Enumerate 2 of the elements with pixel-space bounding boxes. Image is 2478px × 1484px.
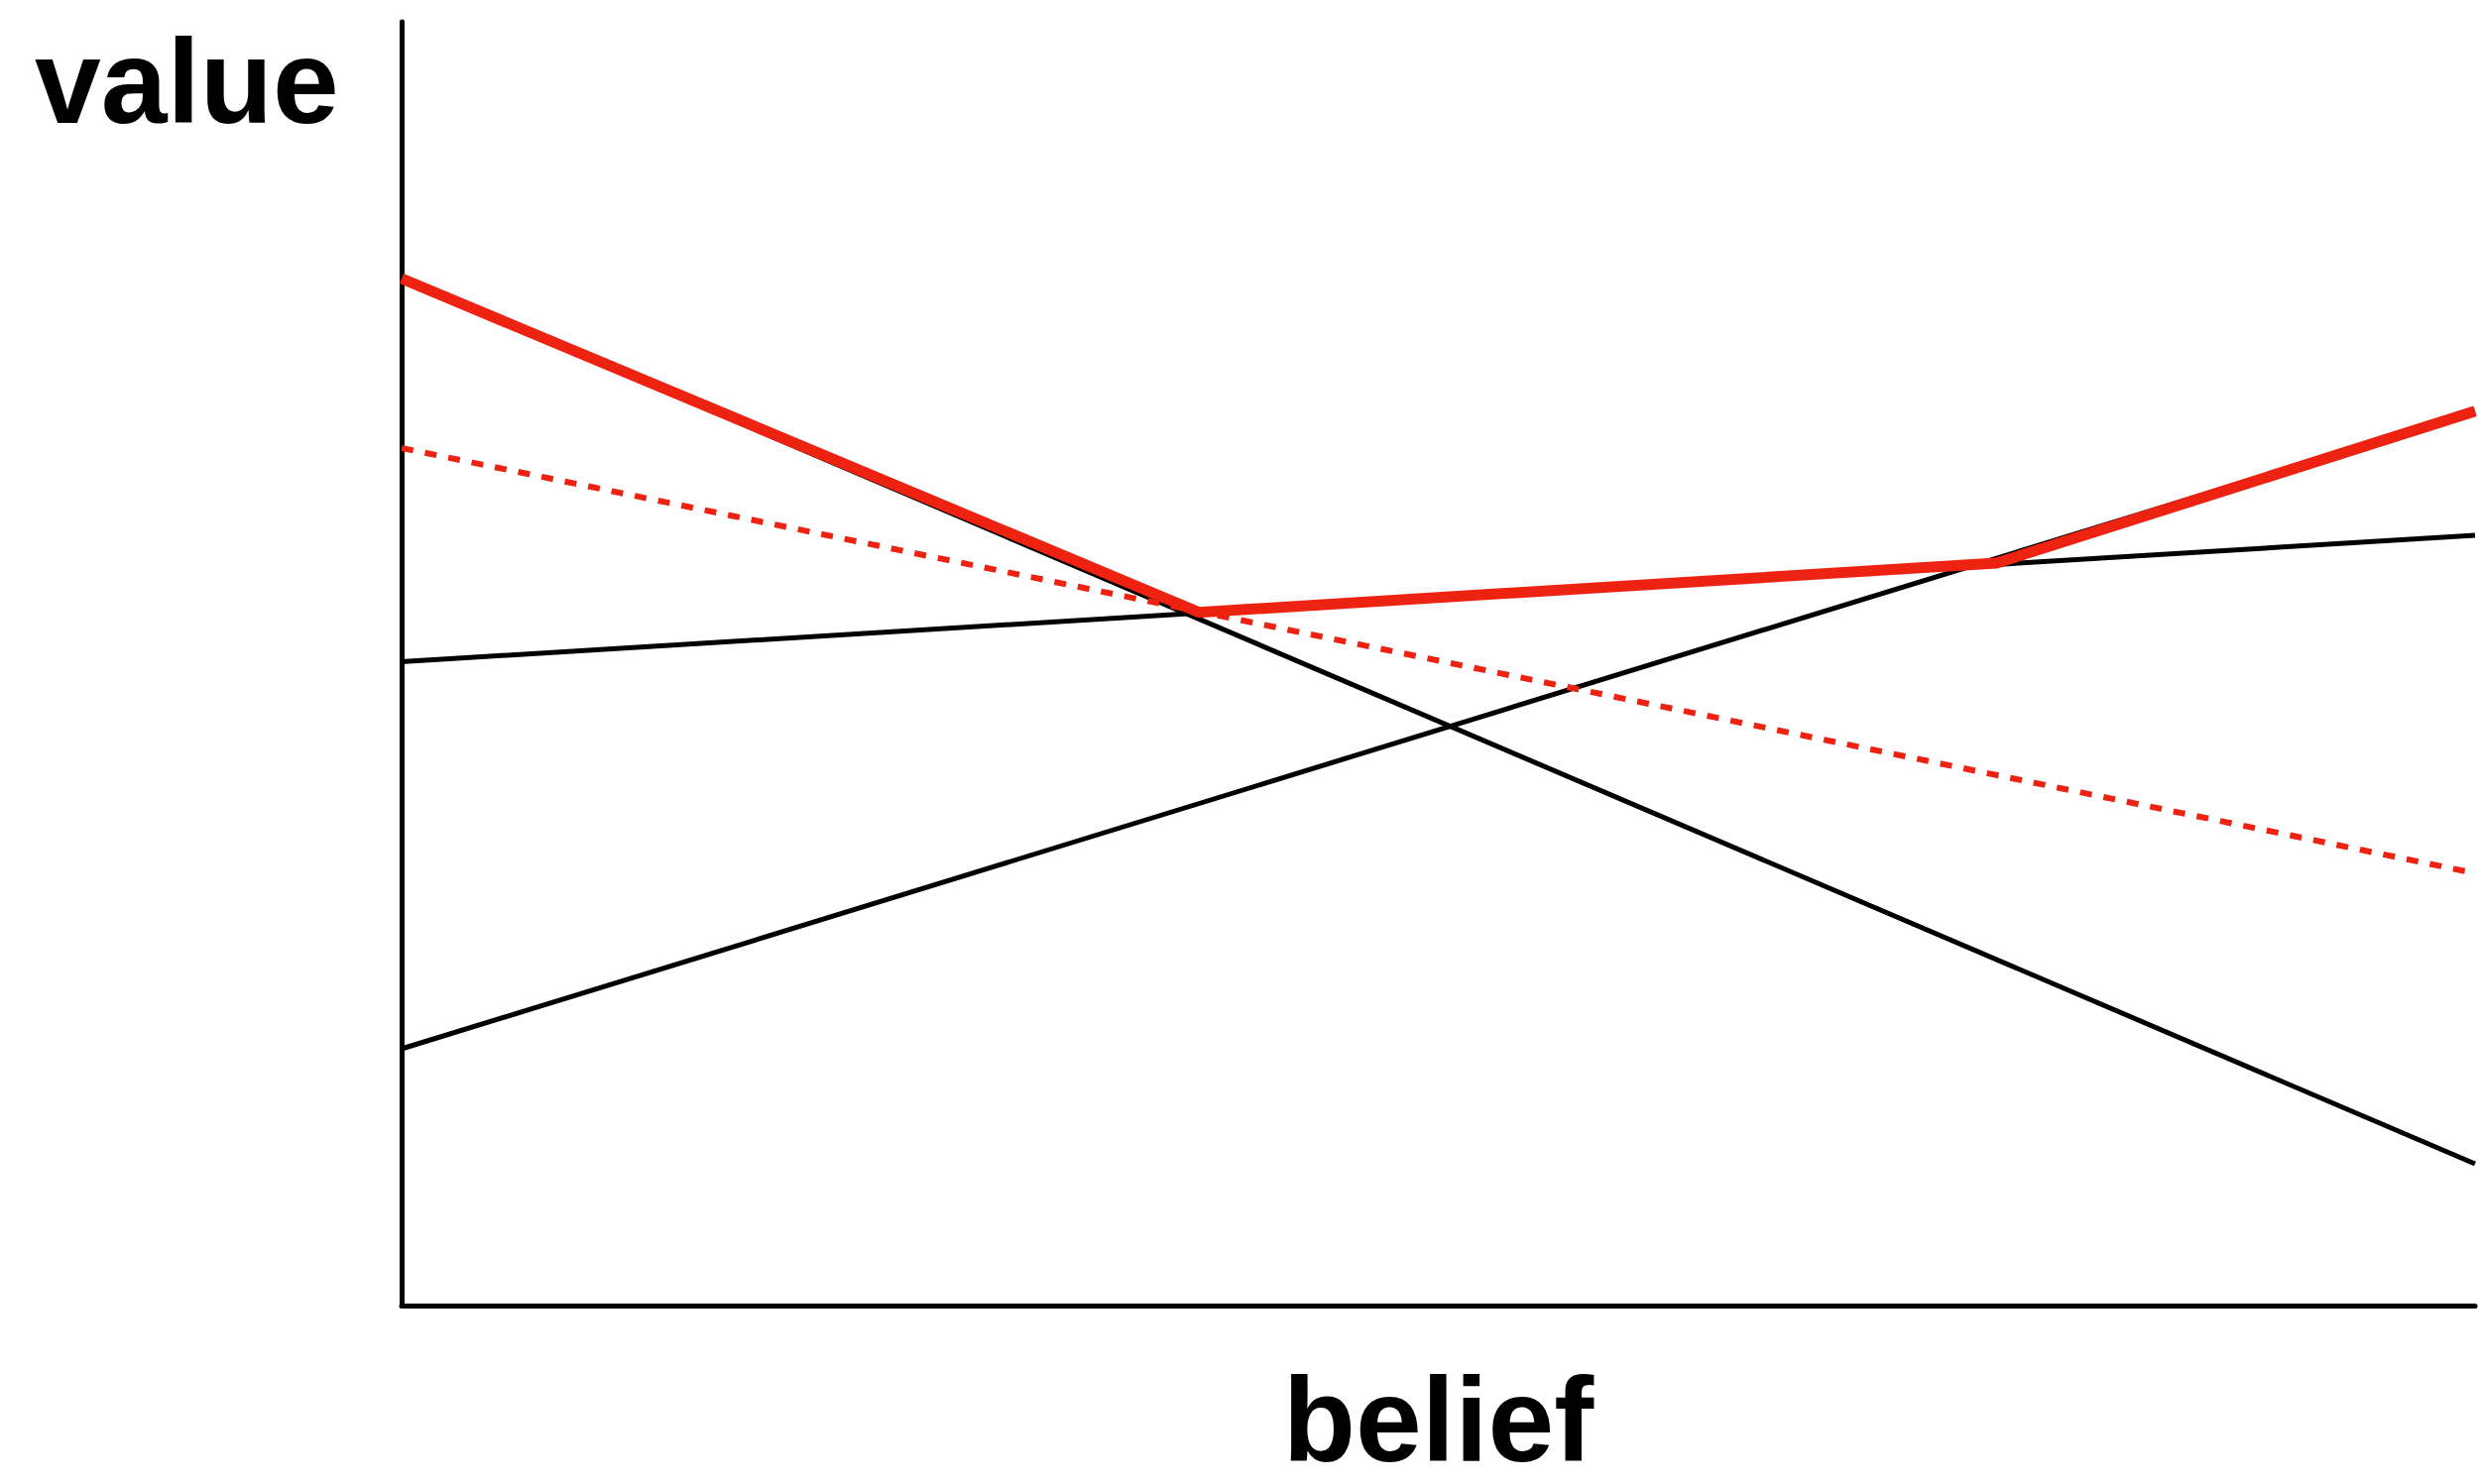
x-axis-title: belief (1282, 1353, 1595, 1484)
y-axis-title: value (35, 15, 339, 148)
